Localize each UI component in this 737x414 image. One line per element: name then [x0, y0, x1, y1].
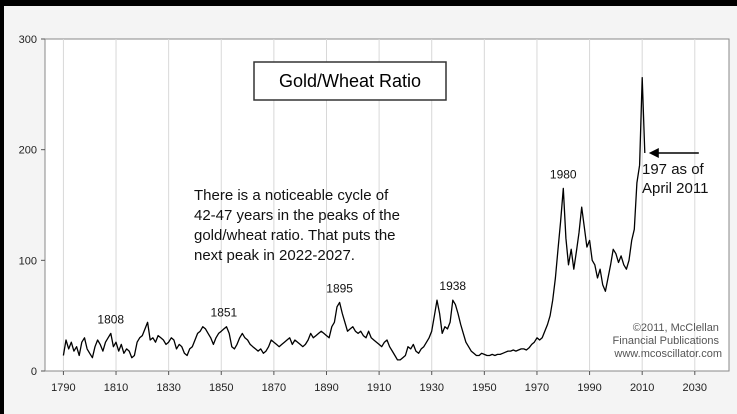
chart-title: Gold/Wheat Ratio	[279, 71, 421, 91]
chart-panel: 1790 1810 1830 1850 1870 1890 1910 1930 1950 1970…	[4, 6, 737, 414]
series-line	[62, 77, 646, 361]
x-tick-label: 1990	[577, 382, 601, 394]
credit-line-3: www.mcoscillator.com	[613, 348, 722, 360]
x-tick-label: 1970	[525, 382, 549, 394]
callout-line-1: 197 as of	[642, 161, 705, 178]
y-tick-label: 0	[31, 366, 37, 378]
gold-wheat-chart: 1790 1810 1830 1850 1870 1890 1910 1930 1950 1970…	[19, 34, 730, 394]
annotation-layer: 1808 1851 1895 1938 1980	[97, 147, 699, 326]
x-tick-label: 1870	[262, 382, 286, 394]
title-box	[253, 61, 447, 101]
peak-label-1980: 1980	[550, 167, 577, 181]
x-tick-label: 1830	[156, 382, 180, 394]
x-tick-label: 1930	[419, 382, 443, 394]
y-tick-label: 100	[19, 255, 37, 267]
x-tick-label: 1810	[104, 382, 128, 394]
note-line-1: There is a noticeable cycle of	[194, 187, 389, 204]
x-tick-label: 2030	[683, 382, 707, 394]
callout-arrow-head	[648, 147, 659, 158]
x-tick-label: 1790	[51, 382, 75, 394]
grid-lines	[62, 39, 696, 371]
series-layer	[62, 77, 646, 361]
peak-label-1895: 1895	[326, 281, 353, 295]
x-tick-label: 1910	[367, 382, 391, 394]
x-tick-label: 2010	[630, 382, 654, 394]
credit-line-2: Financial Publications	[613, 335, 720, 347]
callout-line-2: April 2011	[642, 180, 708, 197]
x-tick-label: 1950	[472, 382, 496, 394]
credit-text: ©2011, McClellan Financial Publications …	[613, 322, 722, 360]
peak-label-1938: 1938	[439, 279, 466, 293]
note-line-2: 42-47 years in the peaks of the	[194, 207, 400, 224]
credit-line-1: ©2011, McClellan	[633, 322, 719, 334]
y-tick-label: 300	[19, 34, 37, 46]
peak-label-1808: 1808	[97, 312, 124, 326]
note-line-3: gold/wheat ratio. That puts the	[194, 227, 396, 244]
note-line-4: next peak in 2022-2027.	[194, 247, 355, 264]
x-tick-label: 1890	[314, 382, 338, 394]
callout-text: 197 as of April 2011	[642, 161, 708, 197]
peak-label-1851: 1851	[211, 306, 238, 320]
x-tick-label: 1850	[209, 382, 233, 394]
axis-ticks: 1790 1810 1830 1850 1870 1890 1910 1930 1950 1970…	[19, 34, 707, 394]
y-tick-label: 200	[19, 145, 37, 157]
cycle-note: There is a noticeable cycle of 42-47 yea…	[194, 187, 404, 264]
